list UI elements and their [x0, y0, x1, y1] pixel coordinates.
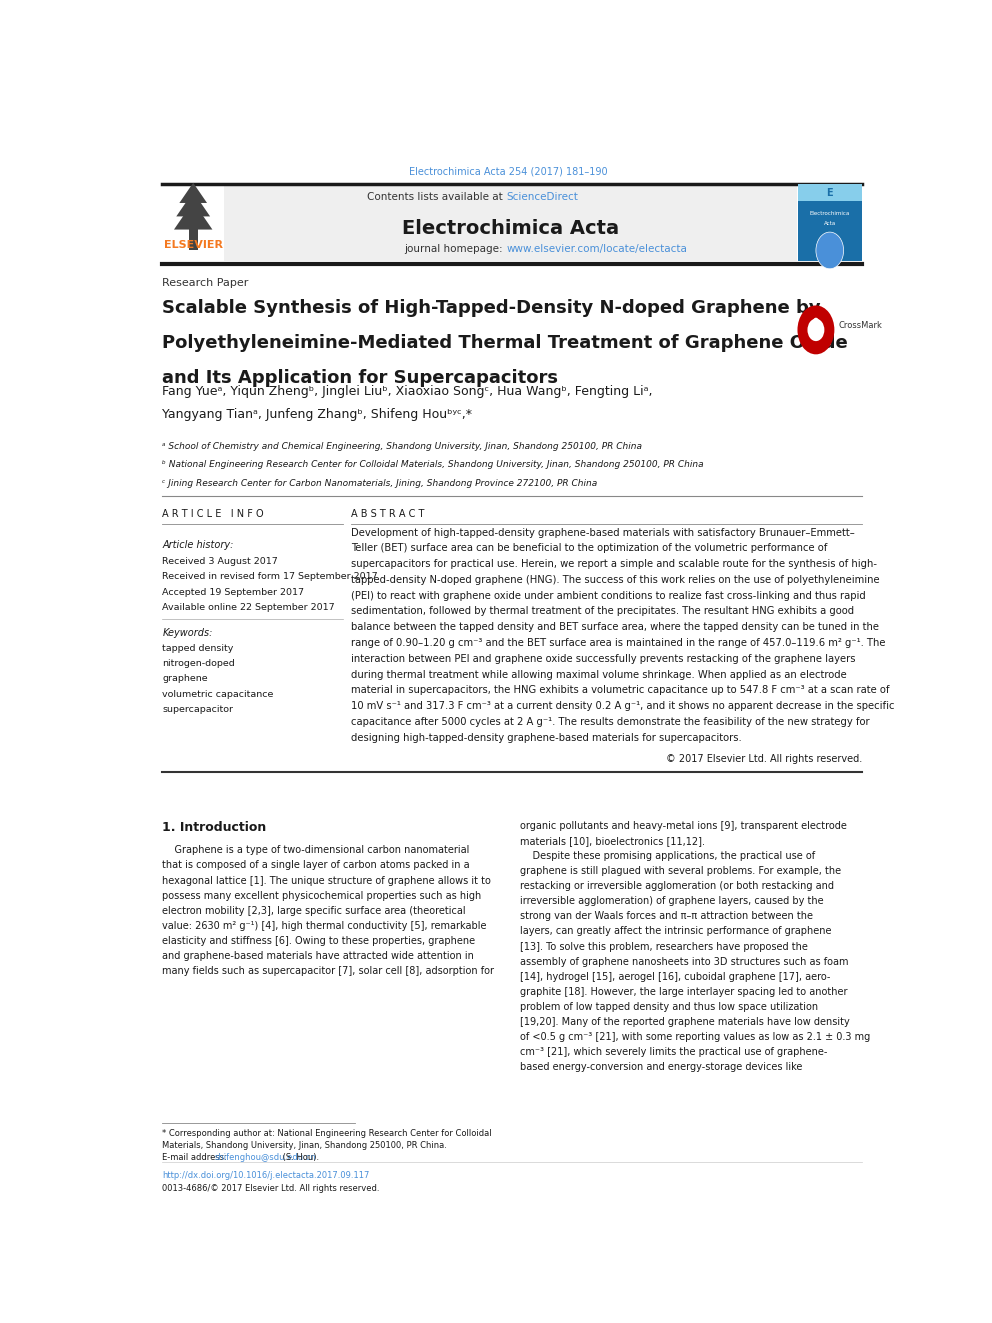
- Polygon shape: [174, 201, 212, 230]
- Text: and graphene-based materials have attracted wide attention in: and graphene-based materials have attrac…: [163, 951, 474, 960]
- Text: assembly of graphene nanosheets into 3D structures such as foam: assembly of graphene nanosheets into 3D …: [520, 957, 848, 967]
- Text: E: E: [826, 188, 833, 198]
- Text: graphite [18]. However, the large interlayer spacing led to another: graphite [18]. However, the large interl…: [520, 987, 847, 996]
- Text: shifenghou@sdu.edu.cn: shifenghou@sdu.edu.cn: [214, 1154, 316, 1162]
- Text: [19,20]. Many of the reported graphene materials have low density: [19,20]. Many of the reported graphene m…: [520, 1017, 850, 1027]
- Text: organic pollutants and heavy-metal ions [9], transparent electrode: organic pollutants and heavy-metal ions …: [520, 820, 847, 831]
- Text: hexagonal lattice [1]. The unique structure of graphene allows it to: hexagonal lattice [1]. The unique struct…: [163, 876, 491, 885]
- Text: Yangyang Tianᵃ, Junfeng Zhangᵇ, Shifeng Houᵇʸᶜ,*: Yangyang Tianᵃ, Junfeng Zhangᵇ, Shifeng …: [163, 409, 472, 421]
- Text: tapped-density N-doped graphene (HNG). The success of this work relies on the us: tapped-density N-doped graphene (HNG). T…: [351, 576, 880, 585]
- Text: ELSEVIER: ELSEVIER: [164, 241, 223, 250]
- Text: irreversible agglomeration) of graphene layers, caused by the: irreversible agglomeration) of graphene …: [520, 896, 823, 906]
- Text: many fields such as supercapacitor [7], solar cell [8], adsorption for: many fields such as supercapacitor [7], …: [163, 966, 494, 976]
- Text: Received in revised form 17 September 2017: Received in revised form 17 September 20…: [163, 573, 378, 581]
- Text: elasticity and stiffness [6]. Owing to these properties, graphene: elasticity and stiffness [6]. Owing to t…: [163, 935, 475, 946]
- Text: journal homepage:: journal homepage:: [404, 243, 506, 254]
- Text: volumetric capacitance: volumetric capacitance: [163, 689, 274, 699]
- Text: E-mail address:: E-mail address:: [163, 1154, 230, 1162]
- Text: strong van der Waals forces and π–π attraction between the: strong van der Waals forces and π–π attr…: [520, 912, 812, 921]
- Text: problem of low tapped density and thus low space utilization: problem of low tapped density and thus l…: [520, 1002, 818, 1012]
- Text: Article history:: Article history:: [163, 540, 234, 550]
- Text: based energy-conversion and energy-storage devices like: based energy-conversion and energy-stora…: [520, 1062, 803, 1072]
- Text: Fang Yueᵃ, Yiqun Zhengᵇ, Jinglei Liuᵇ, Xiaoxiao Songᶜ, Hua Wangᵇ, Fengting Liᵃ,: Fang Yueᵃ, Yiqun Zhengᵇ, Jinglei Liuᵇ, X…: [163, 385, 653, 398]
- Text: and Its Application for Supercapacitors: and Its Application for Supercapacitors: [163, 369, 558, 386]
- Text: interaction between PEI and graphene oxide successfully prevents restacking of t: interaction between PEI and graphene oxi…: [351, 654, 855, 664]
- Text: Research Paper: Research Paper: [163, 278, 249, 288]
- Text: that is composed of a single layer of carbon atoms packed in a: that is composed of a single layer of ca…: [163, 860, 470, 871]
- Circle shape: [812, 318, 819, 325]
- Text: electron mobility [2,3], large specific surface area (theoretical: electron mobility [2,3], large specific …: [163, 906, 466, 916]
- Text: Graphene is a type of two-dimensional carbon nanomaterial: Graphene is a type of two-dimensional ca…: [163, 845, 470, 856]
- Text: 0013-4686/© 2017 Elsevier Ltd. All rights reserved.: 0013-4686/© 2017 Elsevier Ltd. All right…: [163, 1184, 380, 1192]
- Text: Despite these promising applications, the practical use of: Despite these promising applications, th…: [520, 851, 815, 861]
- Text: capacitance after 5000 cycles at 2 A g⁻¹. The results demonstrate the feasibilit: capacitance after 5000 cycles at 2 A g⁻¹…: [351, 717, 869, 728]
- Polygon shape: [177, 192, 210, 217]
- Text: Teller (BET) surface area can be beneficial to the optimization of the volumetri: Teller (BET) surface area can be benefic…: [351, 544, 827, 553]
- Text: Available online 22 September 2017: Available online 22 September 2017: [163, 603, 335, 613]
- Text: 1. Introduction: 1. Introduction: [163, 820, 267, 833]
- Text: balance between the tapped density and BET surface area, where the tapped densit: balance between the tapped density and B…: [351, 622, 879, 632]
- Text: [14], hydrogel [15], aerogel [16], cuboidal graphene [17], aero-: [14], hydrogel [15], aerogel [16], cuboi…: [520, 971, 830, 982]
- Polygon shape: [180, 183, 207, 202]
- Text: Keywords:: Keywords:: [163, 628, 213, 639]
- Text: Development of high-tapped-density graphene-based materials with satisfactory Br: Development of high-tapped-density graph…: [351, 528, 854, 537]
- Text: www.elsevier.com/locate/electacta: www.elsevier.com/locate/electacta: [506, 243, 687, 254]
- Text: Scalable Synthesis of High-Tapped-Density N-doped Graphene by: Scalable Synthesis of High-Tapped-Densit…: [163, 299, 821, 318]
- Text: supercapacitor: supercapacitor: [163, 705, 233, 714]
- Text: Electrochimica: Electrochimica: [809, 210, 850, 216]
- Text: Electrochimica Acta 254 (2017) 181–190: Electrochimica Acta 254 (2017) 181–190: [409, 167, 608, 177]
- Circle shape: [815, 232, 843, 269]
- Text: cm⁻³ [21], which severely limits the practical use of graphene-: cm⁻³ [21], which severely limits the pra…: [520, 1046, 827, 1057]
- Text: Acta: Acta: [823, 221, 836, 226]
- FancyBboxPatch shape: [799, 184, 862, 201]
- Text: tapped density: tapped density: [163, 644, 234, 652]
- Text: (S. Hou).: (S. Hou).: [280, 1154, 319, 1162]
- Text: graphene is still plagued with several problems. For example, the: graphene is still plagued with several p…: [520, 867, 841, 876]
- Text: material in supercapacitors, the HNG exhibits a volumetric capacitance up to 547: material in supercapacitors, the HNG exh…: [351, 685, 889, 696]
- Text: ᶜ Jining Research Center for Carbon Nanomaterials, Jining, Shandong Province 272: ᶜ Jining Research Center for Carbon Nano…: [163, 479, 598, 488]
- Text: ᵃ School of Chemistry and Chemical Engineering, Shandong University, Jinan, Shan: ᵃ School of Chemistry and Chemical Engin…: [163, 442, 643, 451]
- Text: value: 2630 m² g⁻¹) [4], high thermal conductivity [5], remarkable: value: 2630 m² g⁻¹) [4], high thermal co…: [163, 921, 487, 931]
- Text: A B S T R A C T: A B S T R A C T: [351, 509, 425, 519]
- Text: A R T I C L E   I N F O: A R T I C L E I N F O: [163, 509, 264, 519]
- Text: (PEI) to react with graphene oxide under ambient conditions to realize fast cros: (PEI) to react with graphene oxide under…: [351, 590, 866, 601]
- Text: layers, can greatly affect the intrinsic performance of graphene: layers, can greatly affect the intrinsic…: [520, 926, 831, 937]
- Text: designing high-tapped-density graphene-based materials for supercapacitors.: designing high-tapped-density graphene-b…: [351, 733, 742, 742]
- Text: [13]. To solve this problem, researchers have proposed the: [13]. To solve this problem, researchers…: [520, 942, 807, 951]
- Text: Polyethyleneimine-Mediated Thermal Treatment of Graphene Oxide: Polyethyleneimine-Mediated Thermal Treat…: [163, 333, 848, 352]
- Text: supercapacitors for practical use. Herein, we report a simple and scalable route: supercapacitors for practical use. Herei…: [351, 560, 877, 569]
- Text: graphene: graphene: [163, 675, 208, 683]
- Text: * Corresponding author at: National Engineering Research Center for Colloidal: * Corresponding author at: National Engi…: [163, 1129, 492, 1138]
- Text: http://dx.doi.org/10.1016/j.electacta.2017.09.117: http://dx.doi.org/10.1016/j.electacta.20…: [163, 1171, 370, 1180]
- Text: 10 mV s⁻¹ and 317.3 F cm⁻³ at a current density 0.2 A g⁻¹, and it shows no appar: 10 mV s⁻¹ and 317.3 F cm⁻³ at a current …: [351, 701, 895, 712]
- Text: Received 3 August 2017: Received 3 August 2017: [163, 557, 278, 566]
- Text: CrossMark: CrossMark: [839, 321, 883, 331]
- Circle shape: [807, 319, 824, 341]
- Text: restacking or irreversible agglomeration (or both restacking and: restacking or irreversible agglomeration…: [520, 881, 834, 892]
- Circle shape: [798, 306, 834, 355]
- Text: nitrogen-doped: nitrogen-doped: [163, 659, 235, 668]
- FancyBboxPatch shape: [163, 184, 224, 261]
- Text: materials [10], bioelectronics [11,12].: materials [10], bioelectronics [11,12].: [520, 836, 705, 845]
- Text: Accepted 19 September 2017: Accepted 19 September 2017: [163, 587, 305, 597]
- Text: sedimentation, followed by thermal treatment of the precipitates. The resultant : sedimentation, followed by thermal treat…: [351, 606, 854, 617]
- Text: range of 0.90–1.20 g cm⁻³ and the BET surface area is maintained in the range of: range of 0.90–1.20 g cm⁻³ and the BET su…: [351, 638, 885, 648]
- Text: © 2017 Elsevier Ltd. All rights reserved.: © 2017 Elsevier Ltd. All rights reserved…: [666, 754, 862, 763]
- Text: Contents lists available at: Contents lists available at: [367, 192, 506, 202]
- Text: of <0.5 g cm⁻³ [21], with some reporting values as low as 2.1 ± 0.3 mg: of <0.5 g cm⁻³ [21], with some reporting…: [520, 1032, 870, 1043]
- Text: Materials, Shandong University, Jinan, Shandong 250100, PR China.: Materials, Shandong University, Jinan, S…: [163, 1140, 447, 1150]
- Text: possess many excellent physicochemical properties such as high: possess many excellent physicochemical p…: [163, 890, 482, 901]
- Text: Electrochimica Acta: Electrochimica Acta: [402, 220, 619, 238]
- Text: during thermal treatment while allowing maximal volume shrinkage. When applied a: during thermal treatment while allowing …: [351, 669, 846, 680]
- Text: ᵇ National Engineering Research Center for Colloidal Materials, Shandong Univers: ᵇ National Engineering Research Center f…: [163, 460, 704, 470]
- Text: ScienceDirect: ScienceDirect: [506, 192, 578, 202]
- FancyBboxPatch shape: [188, 228, 197, 250]
- FancyBboxPatch shape: [224, 184, 797, 261]
- FancyBboxPatch shape: [799, 184, 862, 261]
